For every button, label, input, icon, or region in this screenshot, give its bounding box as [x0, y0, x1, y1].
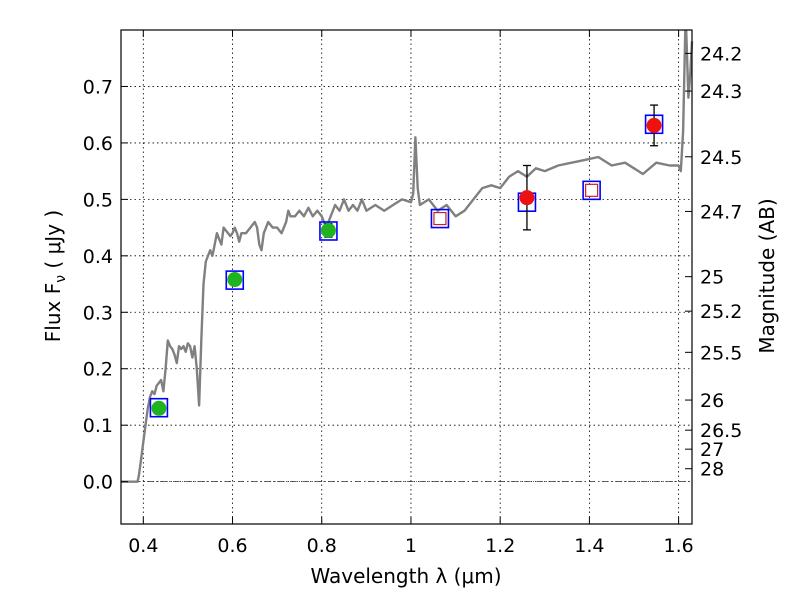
y-axis-label-right: Magnitude (AB): [755, 198, 779, 353]
magnitude-tick-label: 25: [700, 267, 724, 289]
x-tick-label: 1.6: [664, 535, 694, 557]
magnitude-tick-label: 24.7: [700, 201, 742, 223]
x-tick-label: 1.4: [574, 535, 604, 557]
x-tick-label: 0.4: [128, 535, 158, 557]
magnitude-tick-label: 27: [700, 439, 724, 461]
model-photometry-box: [582, 180, 601, 201]
magnitude-tick-label: 24.3: [700, 81, 742, 103]
green-data-point: [151, 400, 167, 416]
magnitude-tick-label: 25.2: [700, 301, 742, 323]
spectrum-layer: [121, 29, 694, 483]
magnitude-tick-label: 26: [700, 390, 724, 412]
magnitude-tick-label: 24.5: [700, 147, 742, 169]
y-axis-label-subscript: ν: [53, 275, 69, 283]
green-data-point: [227, 272, 243, 288]
model-photometry-box: [430, 208, 450, 229]
open-photometry-square: [585, 183, 599, 197]
y-tick-label: 0.5: [83, 189, 113, 211]
y-tick-label: 0.7: [83, 76, 113, 98]
points-layer: [149, 104, 664, 418]
model-spectrum-line: [121, 29, 687, 483]
x-axis-label: Wavelength λ (μm): [310, 564, 501, 588]
model-photometry-box: [225, 270, 245, 290]
x-tick-label: 1: [405, 535, 417, 557]
green-data-point: [320, 222, 336, 238]
y-axis-label-unit: ( μJy ): [41, 210, 65, 275]
x-tick-label: 0.6: [217, 535, 247, 557]
red-data-point: [646, 117, 662, 133]
model-spectrum-tail: [685, 29, 694, 99]
y-tick-label: 0.2: [83, 359, 113, 381]
magnitude-tick-label: 28: [700, 459, 724, 481]
y-axis-label-main: Flux F: [41, 283, 65, 342]
y-tick-label: 0.4: [83, 246, 113, 268]
ticks-layer: [121, 30, 692, 524]
magnitude-tick-label: 24.2: [700, 43, 742, 65]
x-tick-label: 1.2: [485, 535, 515, 557]
y-tick-label: 0.0: [83, 472, 113, 494]
y-axis-label-left: Flux Fν ( μJy ): [41, 210, 69, 342]
open-photometry-square: [433, 211, 447, 226]
model-photometry-box: [149, 397, 169, 418]
y-tick-label: 0.6: [83, 133, 113, 155]
tick-labels-layer: 0.4 0.6 0.8 1 1.2 1.4 1.6 0.0 0.1 0.2 0.3 0.4 0.5 0.6…: [83, 43, 743, 557]
y-tick-label: 0.3: [83, 302, 113, 324]
y-tick-label: 0.1: [83, 415, 113, 437]
red-data-point: [519, 190, 535, 206]
x-tick-label: 0.8: [307, 535, 337, 557]
magnitude-tick-label: 26.5: [700, 420, 742, 442]
magnitude-tick-label: 25.5: [700, 342, 742, 364]
model-photometry-box: [319, 221, 338, 241]
